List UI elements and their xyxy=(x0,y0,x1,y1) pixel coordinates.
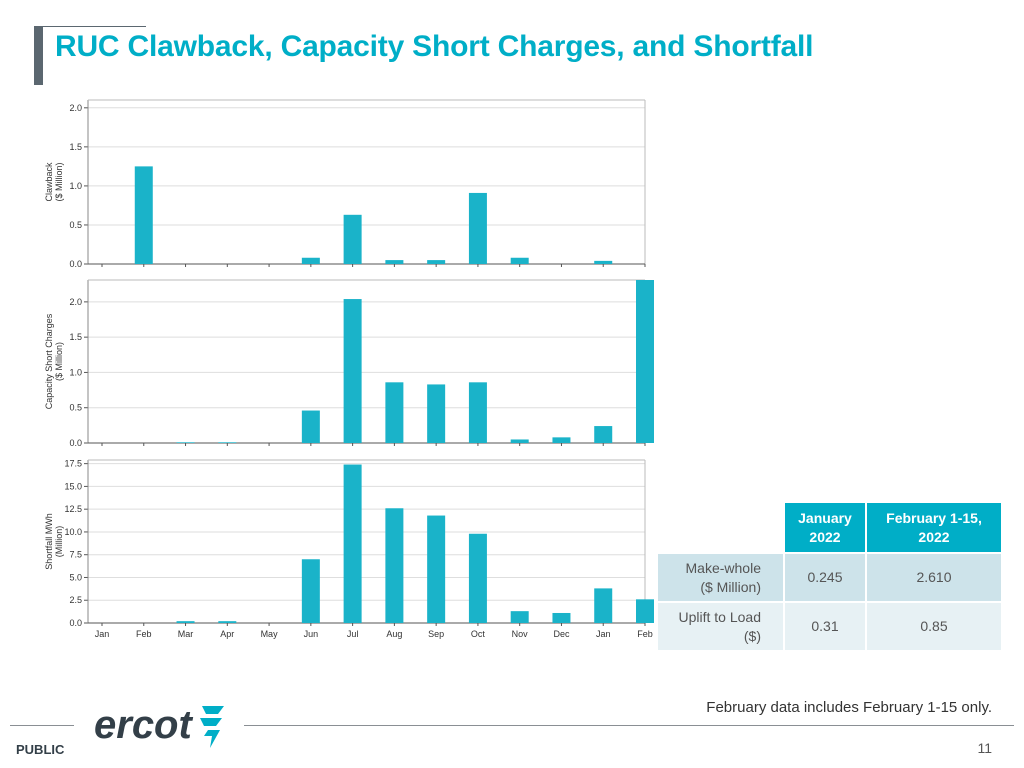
bar xyxy=(636,280,654,443)
x-tick-label: Nov xyxy=(512,629,529,639)
table-row-label: Make-whole ($ Million) xyxy=(658,554,783,601)
y-axis-label-line: ($ Million) xyxy=(54,342,64,381)
page-number: 11 xyxy=(977,740,992,756)
y-tick-label: 1.5 xyxy=(69,332,82,342)
footer-divider xyxy=(244,725,1014,726)
bar xyxy=(385,382,404,443)
y-tick-label: 2.0 xyxy=(69,297,82,307)
bar xyxy=(552,612,571,623)
x-tick-label: Jan xyxy=(596,629,611,639)
table-row: Make-whole ($ Million) 0.245 2.610 xyxy=(658,554,1001,601)
title-accent-line xyxy=(34,26,146,27)
footer-divider xyxy=(10,725,74,726)
logo-wordmark: ercot xyxy=(94,703,193,747)
footnote: February data includes February 1-15 onl… xyxy=(706,699,992,716)
y-tick-label: 5.0 xyxy=(69,572,82,582)
y-axis-label-line: Shortfall MWh xyxy=(44,513,54,570)
bar xyxy=(218,442,237,443)
bar xyxy=(343,299,362,443)
bar xyxy=(385,260,404,264)
y-tick-label: 17.5 xyxy=(64,459,82,469)
y-tick-label: 2.0 xyxy=(69,103,82,113)
bar xyxy=(468,382,487,443)
table-cell: 0.31 xyxy=(785,603,865,650)
y-axis-label-line: Capacity Short Charges xyxy=(44,313,54,409)
y-tick-label: 0.5 xyxy=(69,403,82,413)
table-cell: 2.610 xyxy=(867,554,1001,601)
bar xyxy=(510,257,529,264)
x-tick-label: Jan xyxy=(95,629,110,639)
classification-label: PUBLIC xyxy=(16,742,65,757)
ercot-logo: ercot xyxy=(94,703,224,748)
x-tick-label: Mar xyxy=(178,629,194,639)
bar xyxy=(301,257,320,264)
bar xyxy=(636,599,654,623)
y-axis-label-line: ($ Million) xyxy=(54,162,64,201)
y-tick-label: 0.0 xyxy=(69,618,82,628)
table-header: January 2022 xyxy=(785,503,865,552)
bar xyxy=(594,588,613,623)
texas-star-icon xyxy=(200,706,224,748)
table-header: February 1-15, 2022 xyxy=(867,503,1001,552)
x-tick-label: Feb xyxy=(637,629,653,639)
x-tick-label: Jul xyxy=(347,629,359,639)
bar xyxy=(176,442,195,443)
x-tick-label: Oct xyxy=(471,629,486,639)
x-tick-label: Apr xyxy=(220,629,234,639)
x-tick-label: Dec xyxy=(553,629,570,639)
bar xyxy=(427,384,446,443)
y-axis-label-line: Clawback xyxy=(44,162,54,202)
y-axis-label-line: (Million) xyxy=(54,526,64,558)
y-tick-label: 0.5 xyxy=(69,220,82,230)
bar xyxy=(343,214,362,264)
bar xyxy=(427,260,446,264)
bar xyxy=(218,621,237,623)
x-tick-label: Aug xyxy=(386,629,402,639)
slide-title: RUC Clawback, Capacity Short Charges, an… xyxy=(55,30,814,63)
y-axis-label: Clawback($ Million) xyxy=(44,162,64,202)
table-header-row: January 2022 February 1-15, 2022 xyxy=(658,503,1001,552)
bar xyxy=(552,437,571,443)
bar xyxy=(301,559,320,623)
bar xyxy=(134,166,153,264)
y-tick-label: 0.0 xyxy=(69,438,82,448)
bar xyxy=(510,611,529,623)
table-row-label: Uplift to Load ($) xyxy=(658,603,783,650)
bar xyxy=(594,426,613,443)
bar xyxy=(343,464,362,623)
table-corner xyxy=(658,503,783,552)
title-accent-bar xyxy=(34,26,43,85)
bar xyxy=(510,439,529,443)
bar xyxy=(468,192,487,264)
x-tick-label: Feb xyxy=(136,629,152,639)
bar xyxy=(468,533,487,623)
bar xyxy=(385,508,404,623)
table-row: Uplift to Load ($) 0.31 0.85 xyxy=(658,603,1001,650)
bar xyxy=(301,410,320,443)
x-tick-label: Jun xyxy=(304,629,319,639)
y-tick-label: 1.5 xyxy=(69,142,82,152)
y-tick-label: 0.0 xyxy=(69,259,82,269)
table-cell: 0.245 xyxy=(785,554,865,601)
bar xyxy=(594,260,613,264)
y-tick-label: 10.0 xyxy=(64,527,82,537)
x-tick-label: May xyxy=(261,629,279,639)
y-tick-label: 7.5 xyxy=(69,550,82,560)
y-tick-label: 2.5 xyxy=(69,595,82,605)
make-whole-table: January 2022 February 1-15, 2022 Make-wh… xyxy=(656,501,1003,652)
x-tick-label: Sep xyxy=(428,629,444,639)
y-tick-label: 12.5 xyxy=(64,504,82,514)
y-tick-label: 1.0 xyxy=(69,367,82,377)
y-axis-label: Shortfall MWh(Million) xyxy=(44,513,64,570)
y-axis-label: Capacity Short Charges($ Million) xyxy=(44,313,64,409)
bar xyxy=(427,515,446,623)
table-cell: 0.85 xyxy=(867,603,1001,650)
bar xyxy=(176,621,195,623)
y-tick-label: 1.0 xyxy=(69,181,82,191)
y-tick-label: 15.0 xyxy=(64,481,82,491)
